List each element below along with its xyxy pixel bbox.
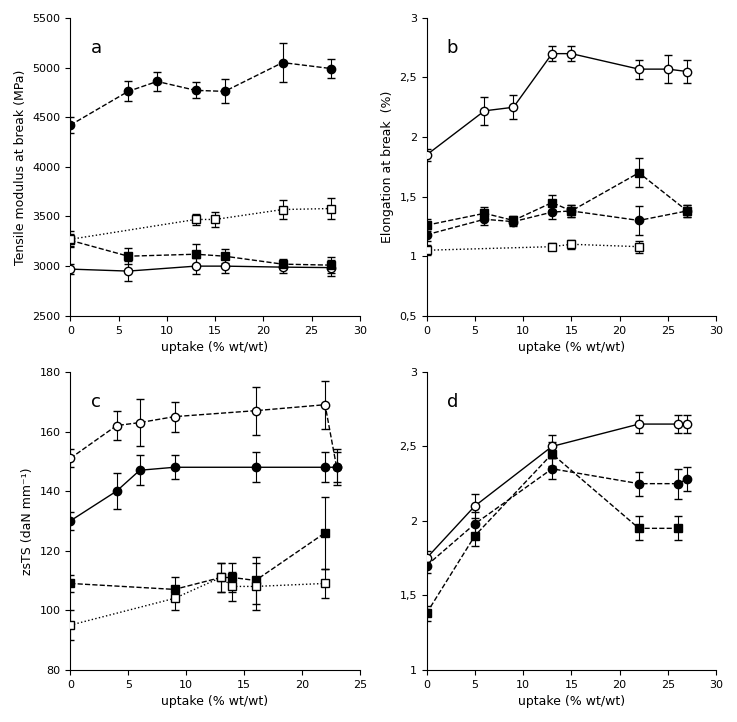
Y-axis label: Tensile modulus at break (MPa): Tensile modulus at break (MPa) <box>14 69 27 264</box>
Text: b: b <box>447 39 458 57</box>
Y-axis label: zsTS (daN mm⁻¹): zsTS (daN mm⁻¹) <box>21 467 34 575</box>
X-axis label: uptake (% wt/wt): uptake (% wt/wt) <box>161 695 268 708</box>
Text: a: a <box>91 39 102 57</box>
X-axis label: uptake (% wt/wt): uptake (% wt/wt) <box>161 341 268 354</box>
Y-axis label: Elongation at break  (%): Elongation at break (%) <box>381 91 394 243</box>
X-axis label: uptake (% wt/wt): uptake (% wt/wt) <box>518 341 625 354</box>
X-axis label: uptake (% wt/wt): uptake (% wt/wt) <box>518 695 625 708</box>
Text: d: d <box>447 393 458 411</box>
Text: c: c <box>91 393 100 411</box>
